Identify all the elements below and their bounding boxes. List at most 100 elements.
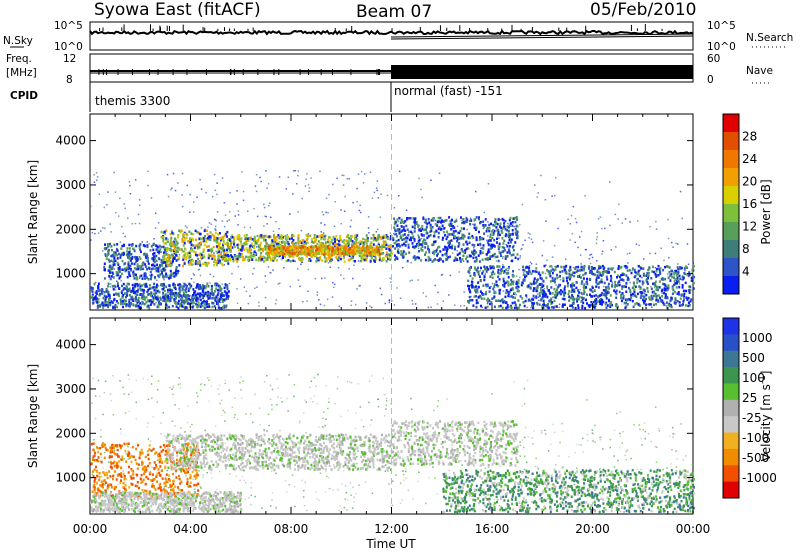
echo-speck: [572, 205, 575, 208]
echo-cell: [161, 284, 164, 287]
echo-cell: [402, 234, 405, 237]
echo-speck: [160, 261, 162, 264]
echo-cell: [223, 294, 226, 297]
echo-cell: [145, 285, 148, 288]
echo-speck: [519, 224, 521, 226]
echo-speck: [116, 281, 119, 284]
echo-cell: [597, 282, 600, 285]
echo-cell: [175, 240, 178, 243]
echo-cell: [216, 293, 219, 296]
echo-cell: [574, 267, 577, 270]
echo-cell: [629, 290, 632, 294]
echo-speck: [255, 190, 258, 193]
echo-cell: [119, 253, 122, 257]
echo-cell: [330, 239, 333, 242]
echo-cell: [343, 241, 346, 245]
echo-cell: [221, 298, 224, 301]
echo-speck: [138, 199, 141, 201]
echo-cell: [216, 302, 219, 305]
echo-cell: [105, 301, 108, 304]
echo-cell: [232, 256, 235, 259]
echo-cell: [190, 249, 192, 253]
echo-cell: [301, 239, 304, 242]
echo-cell: [670, 305, 673, 309]
echo-cell: [542, 284, 545, 287]
echo-cell: [216, 239, 219, 242]
echo-cell: [396, 224, 399, 227]
echo-cell: [166, 264, 169, 267]
echo-speck: [137, 213, 140, 216]
echo-cell: [247, 258, 250, 262]
echo-cell: [427, 259, 430, 262]
echo-speck: [215, 219, 218, 222]
echo-cell: [210, 288, 213, 291]
echo-speck: [612, 267, 615, 269]
echo-speck: [588, 257, 591, 260]
echo-cell: [428, 248, 430, 252]
echo-cell: [621, 285, 624, 288]
echo-cell: [447, 241, 450, 245]
echo-cell: [203, 243, 206, 247]
echo-cell: [620, 293, 622, 297]
echo-cell: [194, 290, 197, 293]
echo-cell: [602, 267, 605, 271]
echo-cell: [475, 301, 478, 305]
echo-cell: [280, 252, 283, 255]
echo-cell: [471, 286, 474, 289]
echo-speck: [96, 179, 98, 182]
echo-cell: [507, 232, 510, 235]
echo-cell: [107, 244, 110, 248]
echo-cell: [207, 254, 210, 258]
echo-cell: [255, 258, 258, 262]
echo-cell: [218, 250, 221, 253]
echo-cell: [571, 294, 574, 297]
echo-speck: [397, 220, 399, 223]
echo-cell: [121, 252, 124, 255]
echo-cell: [170, 291, 173, 294]
echo-cell: [332, 242, 335, 245]
echo-cell: [311, 237, 313, 241]
echo-cell: [273, 236, 276, 239]
echo-cell: [605, 301, 608, 305]
echo-cell: [165, 298, 168, 301]
echo-cell: [153, 285, 156, 289]
echo-cell: [220, 255, 223, 259]
echo-cell: [218, 255, 221, 258]
echo-cell: [108, 302, 111, 305]
echo-cell: [176, 236, 179, 239]
echo-cell: [450, 228, 453, 231]
echo-speck: [571, 232, 574, 235]
echo-speck: [544, 272, 547, 275]
echo-cell: [166, 240, 169, 243]
echo-cell: [518, 303, 521, 307]
echo-cell: [547, 303, 550, 306]
echo-speck: [231, 272, 233, 275]
echo-cell: [655, 302, 658, 306]
echo-speck: [297, 174, 299, 177]
echo-cell: [169, 269, 172, 273]
echo-cell: [181, 305, 184, 308]
echo-cell: [473, 286, 476, 289]
echo-cell: [620, 295, 623, 299]
echo-cell: [515, 233, 518, 236]
echo-speck: [350, 300, 353, 302]
echo-speck: [442, 300, 444, 302]
echo-speck: [170, 188, 172, 191]
echo-cell: [503, 270, 506, 273]
echo-cell: [142, 244, 145, 247]
echo-cell: [417, 236, 420, 239]
echo-cell: [294, 244, 297, 248]
echo-cell: [592, 272, 595, 276]
echo-cell: [158, 290, 161, 294]
echo-cell: [467, 279, 470, 283]
echo-cell: [271, 251, 274, 254]
echo-cell: [378, 234, 380, 237]
echo-cell: [342, 249, 345, 252]
echo-cell: [683, 295, 685, 298]
echo-cell: [513, 301, 516, 304]
echo-cell: [634, 285, 637, 289]
echo-speck: [286, 234, 288, 236]
echo-cell: [164, 275, 167, 278]
echo-cell: [324, 241, 327, 244]
echo-cell: [276, 251, 278, 254]
